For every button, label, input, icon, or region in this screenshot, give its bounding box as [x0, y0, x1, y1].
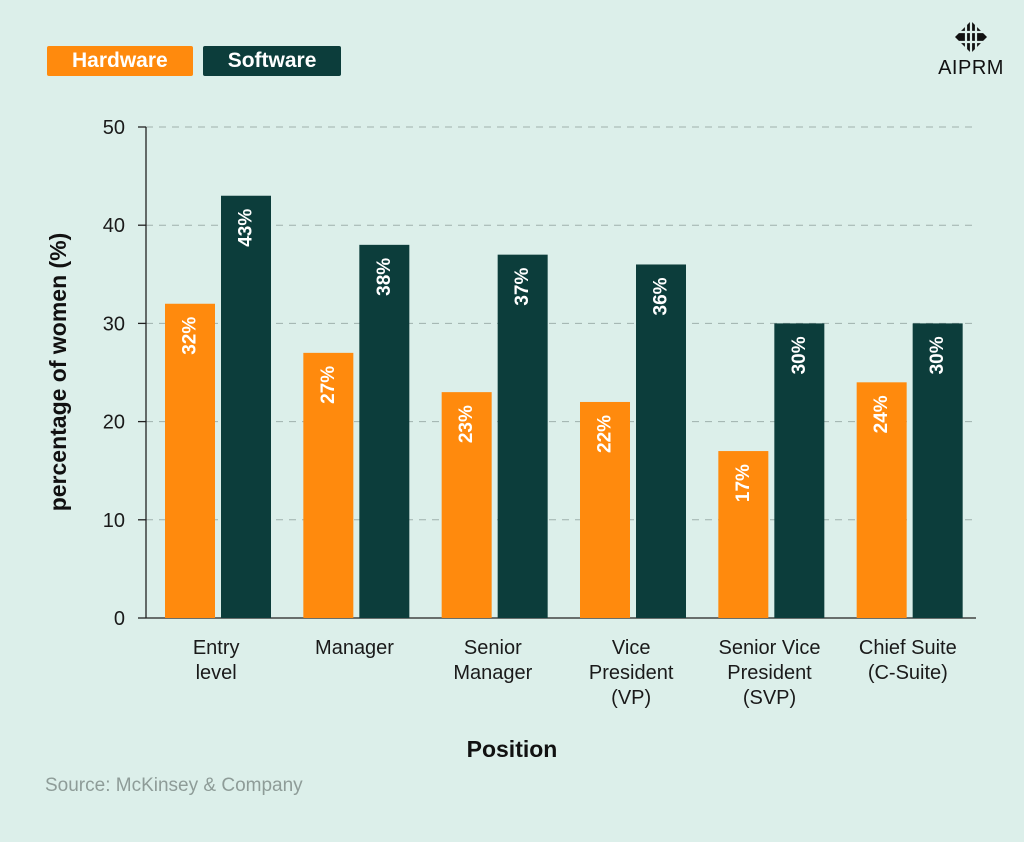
bar-hardware — [303, 352, 354, 618]
data-label: 30% — [927, 336, 948, 374]
y-tick-label: 30 — [103, 313, 125, 335]
legend-hardware: Hardware — [47, 46, 193, 76]
y-tick-label: 20 — [103, 412, 125, 434]
source-note: Source: McKinsey & Company — [45, 775, 303, 796]
x-tick-label: President — [727, 662, 812, 684]
bar-hardware — [718, 451, 769, 618]
bar-hardware — [580, 401, 630, 618]
bar-software — [912, 323, 963, 618]
x-tick-label: level — [196, 662, 237, 684]
legend-software: Software — [202, 46, 342, 76]
x-tick-label: Entry — [193, 637, 240, 659]
y-tick-label: 0 — [114, 608, 125, 630]
x-tick-label: President — [589, 662, 674, 684]
data-label: 43% — [236, 209, 257, 247]
data-label: 22% — [595, 415, 616, 453]
x-tick-label: (VP) — [611, 687, 651, 709]
data-label: 24% — [871, 395, 892, 433]
x-tick-label: Senior Vice — [719, 637, 821, 659]
x-tick-label: Manager — [315, 637, 394, 659]
data-label: 23% — [456, 405, 477, 443]
y-axis-title: percentage of women (%) — [45, 233, 71, 512]
data-label: 37% — [512, 268, 533, 306]
x-tick-label: Vice — [612, 637, 651, 659]
x-tick-label: Manager — [453, 662, 532, 684]
logo-text: AIPRM — [938, 57, 1004, 79]
x-tick-label: Chief Suite — [859, 637, 957, 659]
data-label: 38% — [374, 258, 395, 296]
bar-software — [636, 264, 686, 618]
y-tick-label: 40 — [103, 215, 125, 237]
x-axis-title: Position — [467, 736, 558, 762]
bar-software — [359, 244, 410, 618]
x-tick-label: (C-Suite) — [868, 662, 948, 684]
bar-hardware — [165, 303, 215, 618]
bar-hardware — [856, 382, 907, 618]
y-tick-label: 50 — [103, 117, 125, 139]
y-tick-label: 10 — [103, 510, 125, 532]
bar-software — [221, 195, 271, 619]
chart-legend: Hardware Software — [47, 46, 342, 76]
aiprm-logo-icon — [955, 21, 987, 53]
x-tick-label: Senior — [464, 637, 522, 659]
data-label: 17% — [733, 464, 754, 502]
data-label: 36% — [651, 277, 672, 315]
bar-software — [497, 254, 548, 618]
data-label: 30% — [789, 336, 810, 374]
data-label: 27% — [318, 366, 339, 404]
aiprm-logo: AIPRM — [934, 20, 1008, 80]
x-tick-label: (SVP) — [743, 687, 796, 709]
bar-software — [774, 323, 825, 618]
data-label: 32% — [180, 317, 201, 355]
bar-hardware — [441, 392, 492, 618]
